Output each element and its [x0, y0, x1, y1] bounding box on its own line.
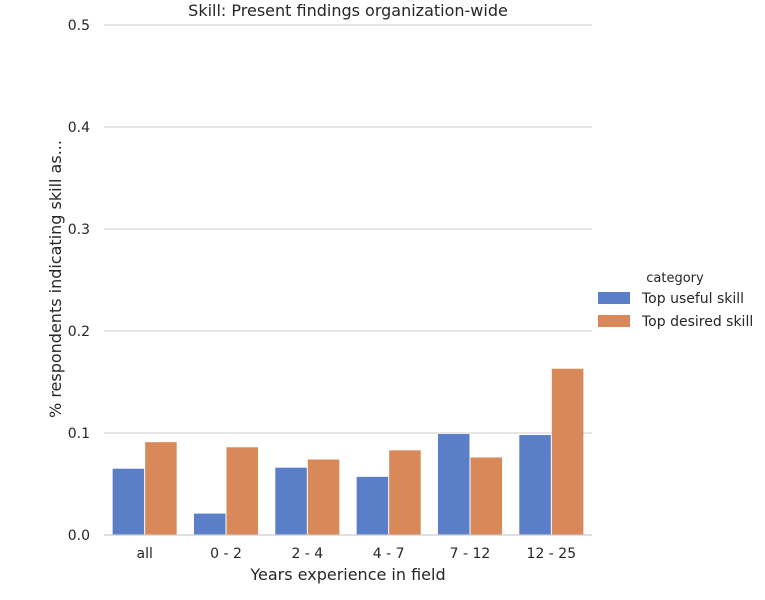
x-tick-label: 4 - 7	[373, 546, 405, 562]
bar	[519, 435, 551, 535]
bars	[112, 368, 584, 535]
x-tick-label: 2 - 4	[291, 546, 323, 562]
y-tick-label: 0.0	[68, 528, 90, 544]
bar	[307, 459, 340, 535]
chart-title: Skill: Present findings organization-wid…	[188, 1, 508, 20]
y-tick-label: 0.4	[68, 120, 90, 136]
y-tick-label: 0.2	[68, 324, 90, 340]
bar	[226, 447, 259, 535]
y-axis-title: % respondents indicating skill as...	[46, 140, 65, 418]
bar	[551, 368, 584, 535]
x-tick-label: all	[136, 546, 152, 562]
bar	[389, 450, 421, 535]
legend-swatch-top-useful	[598, 292, 630, 304]
legend: category Top useful skill Top desired sk…	[598, 271, 753, 330]
x-tick-label: 12 - 25	[527, 546, 577, 562]
y-tick-labels: 0.0 0.1 0.2 0.3 0.4 0.5	[68, 18, 90, 544]
y-tick-label: 0.1	[68, 426, 90, 442]
x-axis-title: Years experience in field	[249, 565, 445, 584]
x-tick-label: 0 - 2	[210, 546, 242, 562]
bar	[437, 434, 470, 535]
legend-swatch-top-desired	[598, 315, 630, 327]
legend-label-top-desired: Top desired skill	[641, 314, 753, 330]
bar	[193, 513, 226, 535]
bar	[356, 476, 389, 535]
bar	[145, 442, 177, 535]
bar	[470, 457, 503, 535]
bar	[275, 467, 307, 535]
x-tick-labels: all 0 - 2 2 - 4 4 - 7 7 - 12 12 - 25	[136, 546, 576, 562]
bar	[112, 468, 145, 535]
y-tick-label: 0.5	[68, 18, 90, 34]
legend-label-top-useful: Top useful skill	[641, 291, 744, 307]
x-tick-label: 7 - 12	[450, 546, 491, 562]
grid-lines	[104, 24, 592, 434]
legend-title: category	[646, 271, 704, 286]
y-tick-label: 0.3	[68, 222, 90, 238]
